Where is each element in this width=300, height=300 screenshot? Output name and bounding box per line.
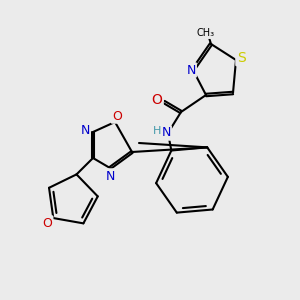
Text: H: H bbox=[153, 126, 161, 136]
Text: N: N bbox=[105, 169, 115, 182]
Text: N: N bbox=[161, 127, 171, 140]
Text: N: N bbox=[80, 124, 90, 136]
Text: O: O bbox=[152, 93, 162, 107]
Text: CH₃: CH₃ bbox=[197, 28, 215, 38]
Text: O: O bbox=[112, 110, 122, 122]
Text: S: S bbox=[237, 51, 245, 65]
Text: O: O bbox=[42, 217, 52, 230]
Text: N: N bbox=[186, 64, 196, 76]
